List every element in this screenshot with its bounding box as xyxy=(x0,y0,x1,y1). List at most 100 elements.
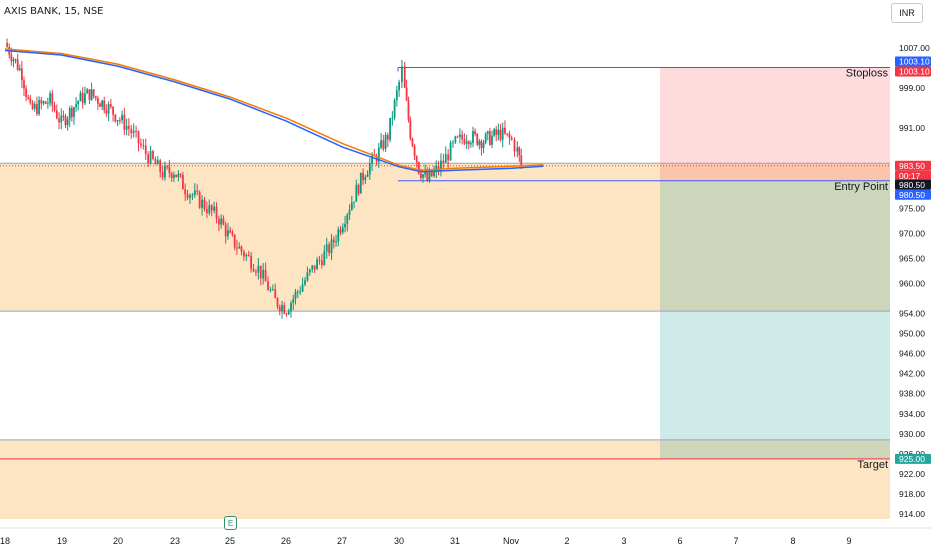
candle-body xyxy=(135,130,137,132)
candle-body xyxy=(189,195,191,199)
candle-body xyxy=(184,189,187,195)
candle-body xyxy=(242,251,245,257)
candle-body xyxy=(382,140,385,149)
candle-body xyxy=(486,131,489,134)
y-tick-label: 950.00 xyxy=(899,329,925,339)
y-tick-label: 1007.00 xyxy=(899,43,930,53)
candle-body xyxy=(318,259,321,261)
target-zone xyxy=(660,180,890,459)
candle-body xyxy=(105,110,108,114)
candle-body xyxy=(344,223,346,228)
candle-body xyxy=(380,140,382,148)
candle-body xyxy=(175,174,178,177)
candle-body xyxy=(346,214,349,224)
candle-body xyxy=(508,133,511,138)
price-tag: 1003.10 xyxy=(895,57,931,67)
annotation-label[interactable]: Target xyxy=(857,459,888,471)
x-tick-label: 9 xyxy=(846,536,851,546)
candle-body xyxy=(413,146,416,157)
candle-body xyxy=(520,155,523,166)
annotation-label[interactable]: Entry Point xyxy=(834,181,888,193)
candle-body xyxy=(36,104,38,115)
earnings-marker-icon[interactable]: E xyxy=(224,516,237,530)
candle-body xyxy=(179,173,182,175)
candle-body xyxy=(335,241,337,243)
candle-body xyxy=(25,88,28,97)
candle-body xyxy=(191,194,194,196)
price-tag-label: 00:17 xyxy=(899,171,921,181)
candle-body xyxy=(53,105,56,111)
candle-body xyxy=(459,134,461,137)
candle-body xyxy=(294,291,297,299)
y-tick-label: 991.00 xyxy=(899,123,925,133)
candle-body xyxy=(341,227,344,233)
candle-body xyxy=(283,305,286,314)
price-tag-label: 980.50 xyxy=(899,180,925,190)
candle-body xyxy=(227,230,229,237)
candle-body xyxy=(81,92,84,104)
x-tick-label: 25 xyxy=(225,536,235,546)
candle-body xyxy=(18,68,21,70)
candle-body xyxy=(103,100,106,111)
price-tag: 1003.10 xyxy=(895,66,931,77)
candle-body xyxy=(96,97,99,104)
candle-body xyxy=(428,171,431,181)
candle-body xyxy=(495,129,498,135)
price-tag: 983.50 xyxy=(895,160,931,171)
candle-body xyxy=(177,173,180,177)
candle-body xyxy=(426,172,429,181)
candle-body xyxy=(339,229,342,233)
candle-body xyxy=(121,114,124,121)
candle-body xyxy=(395,90,398,100)
candle-body xyxy=(20,68,23,81)
candle-body xyxy=(350,202,353,211)
y-tick-label: 934.00 xyxy=(899,409,925,419)
candle-body xyxy=(493,129,496,136)
candle-body xyxy=(287,311,290,315)
price-tag-label: 1003.10 xyxy=(899,57,930,67)
y-tick-label: 975.00 xyxy=(899,203,925,213)
candle-body xyxy=(68,108,71,120)
candle-body xyxy=(437,166,440,171)
annotation-label[interactable]: Stoploss xyxy=(846,68,889,80)
price-tag: 980.50 xyxy=(895,189,931,200)
candle-body xyxy=(205,209,208,214)
candle-body xyxy=(499,129,502,140)
candle-body xyxy=(168,166,171,174)
candle-body xyxy=(182,174,184,190)
candle-body xyxy=(16,59,19,70)
candle-body xyxy=(92,89,95,97)
candle-body xyxy=(130,128,133,134)
candle-body xyxy=(440,160,442,171)
candle-body xyxy=(161,172,164,178)
candle-body xyxy=(337,229,340,242)
candle-body xyxy=(233,234,236,248)
x-tick-label: 6 xyxy=(677,536,682,546)
candle-body xyxy=(38,100,40,115)
candle-body xyxy=(403,66,406,88)
candle-body xyxy=(255,271,257,273)
candle-body xyxy=(125,125,128,130)
candle-body xyxy=(201,199,203,208)
candle-body xyxy=(224,224,227,237)
candle-body xyxy=(501,127,504,140)
candle-body xyxy=(142,145,145,147)
candle-body xyxy=(193,190,196,195)
candle-body xyxy=(290,302,292,312)
candle-body xyxy=(364,176,367,181)
currency-button[interactable]: INR xyxy=(891,3,923,23)
price-tag: 980.50 xyxy=(895,179,931,190)
candle-body xyxy=(166,166,169,168)
candle-body xyxy=(422,174,424,178)
candle-body xyxy=(73,107,75,117)
price-tag-bg xyxy=(895,170,931,181)
candle-body xyxy=(127,125,130,129)
candle-body xyxy=(491,135,493,145)
candle-body xyxy=(292,298,295,303)
price-tag-bg xyxy=(895,189,931,200)
candle-body xyxy=(353,201,355,203)
y-tick-label: 918.00 xyxy=(899,489,925,499)
candle-body xyxy=(323,251,326,266)
